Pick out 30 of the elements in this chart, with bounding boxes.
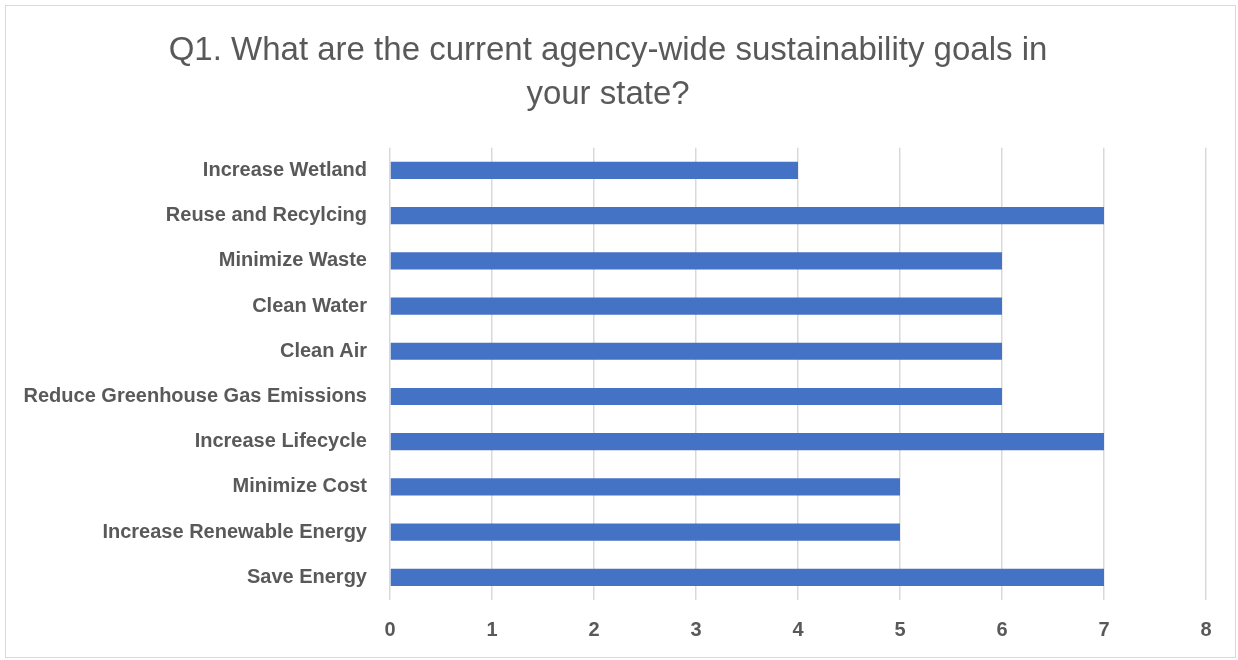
- x-tick-label: 4: [792, 617, 805, 640]
- bar: [390, 568, 1104, 586]
- x-tick-label: 7: [1098, 617, 1110, 640]
- x-tick-label: 6: [996, 617, 1008, 640]
- x-tick-label: 0: [384, 617, 396, 640]
- bar: [390, 433, 1104, 451]
- y-tick-label: Minimize Cost: [232, 474, 368, 497]
- bar: [390, 161, 798, 179]
- y-tick-label: Increase Renewable Energy: [102, 519, 368, 542]
- bar: [390, 297, 1002, 315]
- bar: [390, 478, 900, 496]
- bar: [390, 523, 900, 541]
- bar: [390, 207, 1104, 225]
- x-tick-label: 2: [588, 617, 600, 640]
- chart-title: Q1. What are the current agency-wide sustainability goals in your state?: [168, 29, 1048, 112]
- y-tick-label: Clean Air: [279, 338, 368, 361]
- y-tick-label: Clean Water: [252, 293, 368, 316]
- y-tick-label: Increase Lifecycle: [194, 429, 367, 452]
- bar: [390, 387, 1002, 406]
- y-tick-label: Reuse and Recylcing: [165, 203, 367, 226]
- x-tick-label: 5: [894, 617, 906, 640]
- y-tick-label: Minimize Waste: [218, 248, 367, 271]
- bar: [390, 252, 1002, 270]
- y-tick-label: Increase Wetland: [202, 157, 367, 180]
- y-tick-label: Reduce Greenhouse Gas Emissions: [23, 384, 367, 407]
- bar: [390, 342, 1002, 360]
- x-tick-label: 3: [690, 617, 702, 640]
- x-tick-label: 8: [1200, 617, 1212, 640]
- y-tick-label: Save Energy: [246, 564, 368, 587]
- x-tick-label: 1: [486, 617, 498, 640]
